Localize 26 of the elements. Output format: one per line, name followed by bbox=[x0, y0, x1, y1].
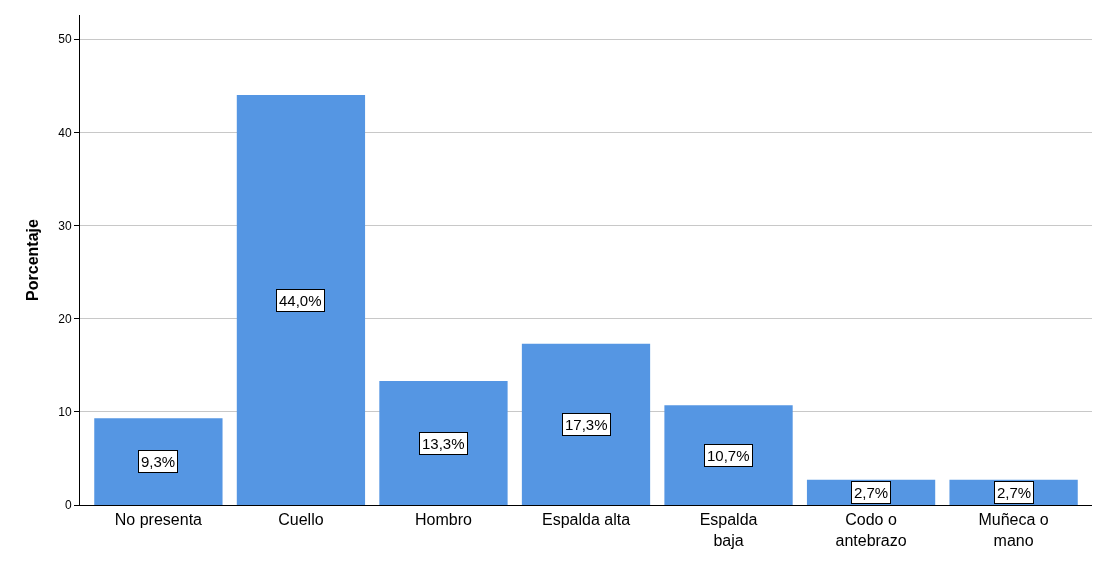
x-tick-label: Hombro bbox=[415, 511, 473, 529]
y-tick-label: 40 bbox=[58, 125, 72, 140]
y-tick-label: 50 bbox=[58, 32, 72, 47]
bar bbox=[94, 418, 223, 505]
data-label: 44,0% bbox=[279, 292, 322, 309]
data-label: 2,7% bbox=[854, 484, 889, 501]
y-tick-label: 10 bbox=[58, 405, 72, 420]
x-tick-label: Espalda alta bbox=[541, 511, 631, 529]
bar bbox=[236, 95, 366, 505]
x-tick-label: No presenta bbox=[114, 511, 203, 529]
data-label: 13,3% bbox=[422, 435, 465, 452]
y-tick-label: 20 bbox=[58, 311, 72, 326]
y-axis-title: Porcentaje bbox=[24, 218, 42, 301]
bar bbox=[664, 405, 793, 505]
data-label: 17,3% bbox=[565, 416, 608, 433]
data-label: 2,7% bbox=[997, 484, 1032, 501]
x-tick-label: Codo o antebrazo bbox=[835, 511, 907, 549]
data-label: 10,7% bbox=[707, 447, 750, 464]
y-tick-label: 0 bbox=[64, 498, 72, 513]
y-tick-label: 30 bbox=[58, 218, 72, 233]
x-tick-label: Muñeca o mano bbox=[978, 511, 1049, 549]
x-tick-label: Cuello bbox=[278, 511, 324, 529]
bar bbox=[379, 381, 508, 505]
bar bbox=[521, 343, 651, 505]
data-label: 9,3% bbox=[141, 453, 176, 470]
x-tick-label: Espalda baja bbox=[699, 511, 758, 549]
